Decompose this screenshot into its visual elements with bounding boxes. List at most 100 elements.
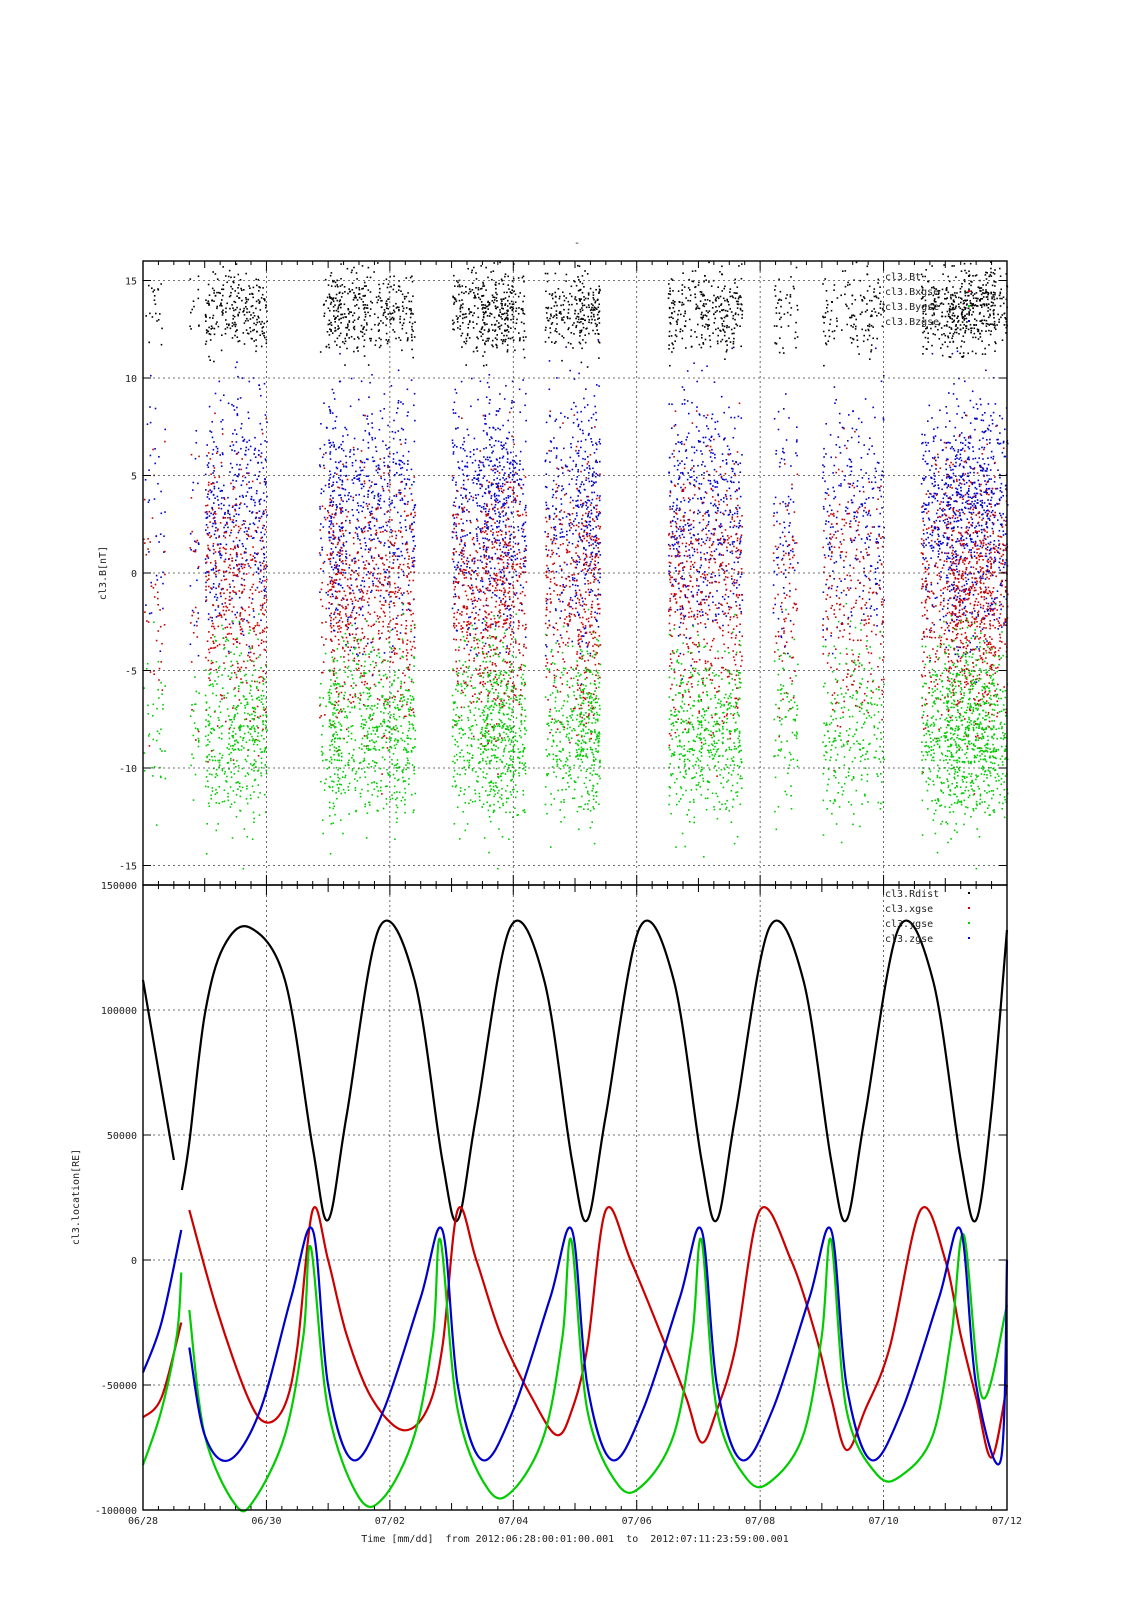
field-sample-bt: [472, 321, 474, 323]
field-sample-by: [368, 692, 371, 695]
field-sample-bt: [233, 300, 235, 303]
field-sample-bz: [407, 584, 410, 586]
field-sample-bx: [352, 446, 355, 449]
field-sample-by: [326, 759, 328, 761]
field-sample-bx: [404, 674, 406, 677]
field-sample-bx: [191, 614, 193, 617]
field-sample-bz: [350, 584, 353, 586]
field-sample-bx: [205, 561, 208, 564]
field-sample-bz: [241, 494, 244, 497]
field-sample-by: [395, 764, 397, 766]
field-sample-by: [207, 802, 210, 805]
field-sample-bt: [408, 308, 411, 310]
field-sample-bx: [363, 683, 366, 686]
field-sample-bx: [480, 743, 483, 745]
field-sample-bx: [350, 614, 352, 617]
field-sample-bt: [328, 346, 331, 349]
field-sample-bx: [465, 497, 467, 500]
field-sample-by: [246, 703, 248, 706]
field-sample-bx: [222, 517, 225, 519]
field-sample-bx: [246, 682, 248, 684]
field-sample-bx: [217, 528, 219, 531]
field-sample-bz: [503, 466, 505, 468]
field-sample-bz: [216, 596, 219, 599]
field-sample-bz: [259, 564, 262, 567]
field-sample-bt: [255, 339, 257, 341]
field-sample-by: [218, 736, 220, 739]
field-sample-bt: [225, 307, 227, 310]
field-sample-by: [262, 714, 264, 717]
field-sample-bt: [328, 319, 331, 322]
field-sample-by: [355, 809, 358, 812]
field-sample-bt: [501, 342, 504, 345]
field-sample-bx: [207, 547, 210, 550]
field-sample-by: [335, 726, 337, 728]
field-sample-by: [251, 706, 254, 709]
field-sample-by: [328, 815, 331, 817]
field-sample-bz: [260, 452, 263, 454]
field-sample-by: [346, 741, 348, 744]
field-sample-bz: [382, 525, 384, 528]
field-sample-bz: [513, 401, 515, 403]
field-sample-bx: [239, 615, 241, 617]
field-sample-bt: [333, 310, 335, 312]
field-sample-bz: [327, 510, 329, 512]
field-sample-by: [363, 723, 365, 726]
field-sample-bt: [342, 316, 344, 319]
field-sample-bz: [264, 567, 267, 570]
field-sample-bx: [205, 599, 208, 601]
field-sample-by: [333, 741, 336, 743]
field-sample-bx: [361, 599, 363, 601]
field-sample-bz: [260, 619, 262, 622]
field-sample-bt: [501, 307, 503, 309]
field-sample-by: [393, 698, 396, 701]
field-sample-bx: [254, 625, 257, 627]
field-sample-bz: [453, 401, 456, 404]
field-sample-by: [400, 697, 403, 699]
field-sample-bx: [192, 632, 195, 634]
field-sample-bz: [506, 461, 509, 463]
field-sample-bz: [190, 549, 192, 551]
field-sample-bz: [412, 540, 415, 542]
field-sample-bz: [401, 542, 404, 545]
field-sample-bz: [264, 588, 267, 590]
field-sample-bx: [463, 671, 465, 673]
field-sample-bz: [520, 609, 523, 612]
field-sample-by: [369, 713, 371, 716]
field-sample-by: [158, 732, 161, 735]
field-sample-bz: [261, 580, 264, 582]
field-sample-bx: [472, 557, 475, 560]
field-sample-bx: [333, 536, 336, 539]
field-sample-bt: [192, 300, 195, 302]
field-sample-bx: [319, 704, 321, 707]
field-sample-bx: [363, 530, 366, 533]
field-sample-bx: [379, 557, 382, 559]
field-sample-bz: [221, 490, 223, 492]
field-sample-bt: [350, 335, 353, 338]
field-sample-bx: [379, 572, 382, 575]
field-sample-bx: [412, 711, 415, 714]
field-sample-by: [396, 704, 399, 706]
field-sample-by: [218, 766, 220, 768]
field-sample-bz: [498, 525, 500, 528]
field-sample-bx: [344, 576, 346, 579]
field-sample-by: [360, 723, 363, 725]
field-sample-bz: [518, 549, 520, 551]
field-sample-bx: [414, 647, 416, 649]
field-sample-bz: [319, 554, 322, 556]
field-sample-bz: [484, 507, 487, 510]
field-sample-bt: [245, 297, 247, 299]
field-sample-bx: [342, 606, 344, 609]
field-sample-bt: [405, 332, 408, 334]
field-sample-bx: [406, 643, 408, 645]
field-sample-bz: [238, 513, 240, 516]
field-sample-bz: [349, 616, 351, 618]
field-sample-bt: [369, 276, 372, 279]
field-sample-bx: [376, 573, 379, 575]
field-sample-by: [340, 729, 343, 731]
field-sample-bz: [162, 607, 164, 610]
field-sample-by: [396, 759, 399, 761]
field-sample-bx: [230, 529, 233, 532]
field-sample-bz: [149, 454, 152, 457]
field-sample-bx: [390, 542, 392, 545]
